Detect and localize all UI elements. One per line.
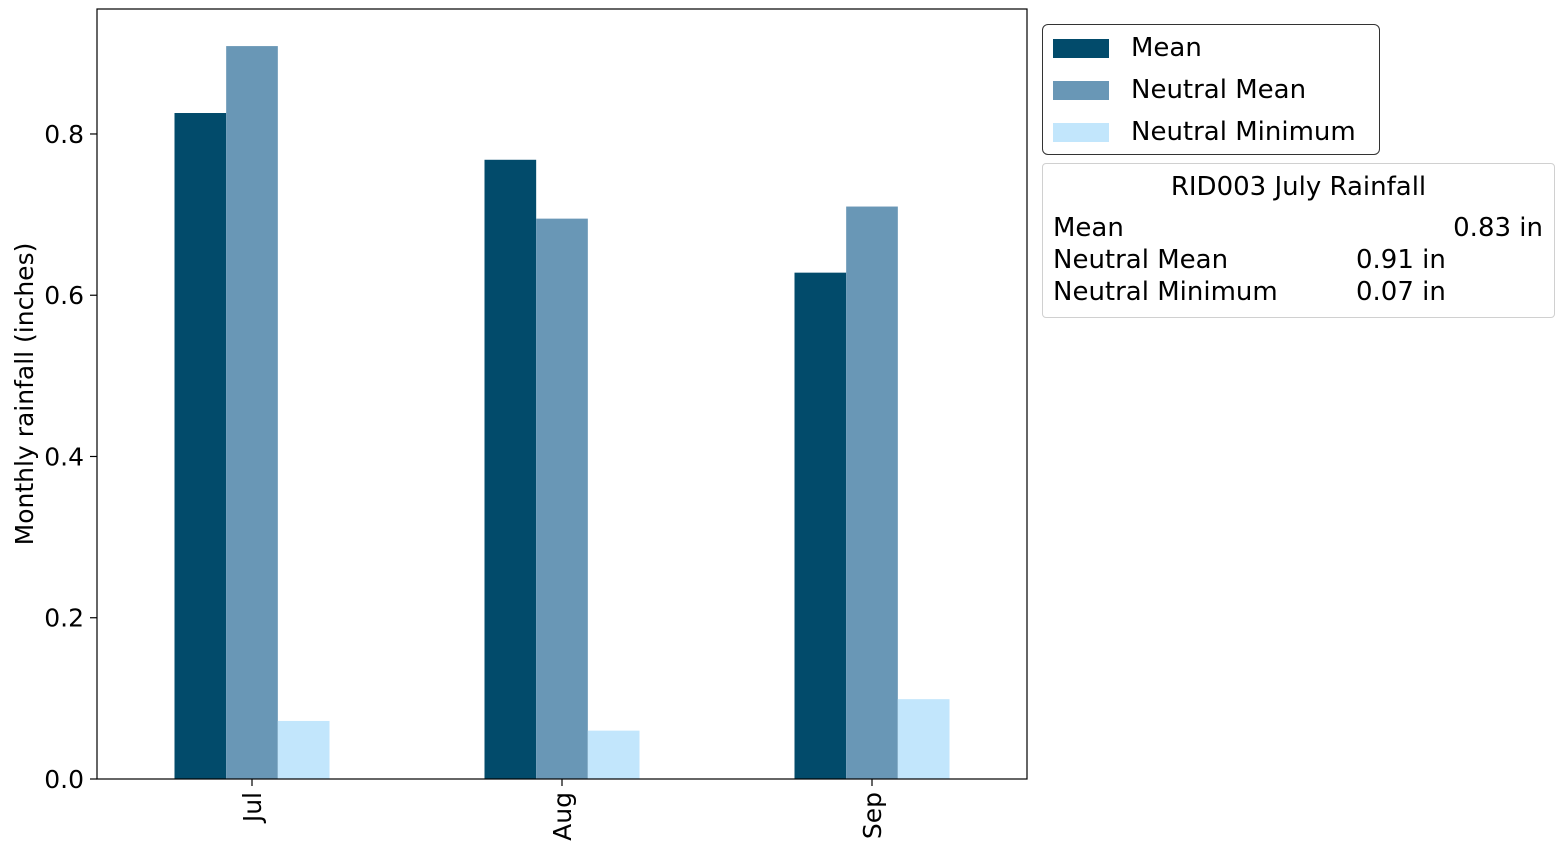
legend-swatch-neutral-minimum: [1053, 122, 1109, 142]
bar-aug-mean: [484, 159, 537, 779]
x-axis-ticks: Jul Aug Sep: [238, 779, 887, 841]
bar-jul-neutral-mean: [226, 46, 278, 780]
bars-group: [174, 46, 950, 780]
bar-jul-neutral-minimum: [277, 720, 330, 779]
y-axis-ticks: 0.0 0.2 0.4 0.6 0.8: [44, 120, 97, 794]
stats-value-neutral-mean: 0.91 in: [1356, 245, 1446, 275]
legend-swatch-neutral-mean: [1053, 80, 1109, 100]
stats-title: RID003 July Rainfall: [1170, 172, 1427, 202]
bar-aug-neutral-minimum: [587, 730, 640, 779]
y-axis-label: Monthly rainfall (inches): [10, 243, 39, 546]
legend-swatch-mean: [1053, 38, 1109, 58]
stats-label-neutral-minimum: Neutral Minimum: [1053, 277, 1278, 307]
y-tick-label-0-0: 0.0: [44, 765, 84, 794]
stats-value-mean: 0.83 in: [1453, 213, 1543, 243]
stats-value-neutral-minimum: 0.07 in: [1356, 277, 1446, 307]
bar-sep-mean: [794, 272, 847, 779]
x-tick-label-jul: Jul: [238, 792, 267, 824]
legend-label-mean: Mean: [1131, 33, 1202, 63]
legend-label-neutral-mean: Neutral Mean: [1131, 75, 1307, 105]
y-tick-label-0-6: 0.6: [44, 281, 84, 310]
bar-sep-neutral-minimum: [897, 699, 950, 779]
legend-label-neutral-minimum: Neutral Minimum: [1131, 117, 1356, 147]
y-tick-label-0-2: 0.2: [44, 604, 84, 633]
x-tick-label-aug: Aug: [548, 792, 577, 841]
bar-sep-neutral-mean: [846, 206, 898, 780]
y-tick-label-0-4: 0.4: [44, 442, 84, 471]
stats-box: RID003 July Rainfall Mean 0.83 in Neutra…: [1042, 163, 1555, 318]
legend-item-neutral-mean: Neutral Mean: [1053, 75, 1306, 105]
stats-label-neutral-mean: Neutral Mean: [1053, 245, 1229, 275]
y-tick-label-0-8: 0.8: [44, 120, 84, 149]
legend-item-mean: Mean: [1053, 33, 1202, 63]
legend-item-neutral-minimum: Neutral Minimum: [1053, 117, 1356, 147]
bar-jul-mean: [174, 113, 227, 779]
plot-frame: [96, 8, 1028, 780]
bar-aug-neutral-mean: [536, 218, 588, 779]
chart-legend: Mean Neutral Mean Neutral Minimum: [1042, 24, 1380, 155]
x-tick-label-sep: Sep: [858, 792, 887, 839]
stats-label-mean: Mean: [1053, 213, 1124, 243]
